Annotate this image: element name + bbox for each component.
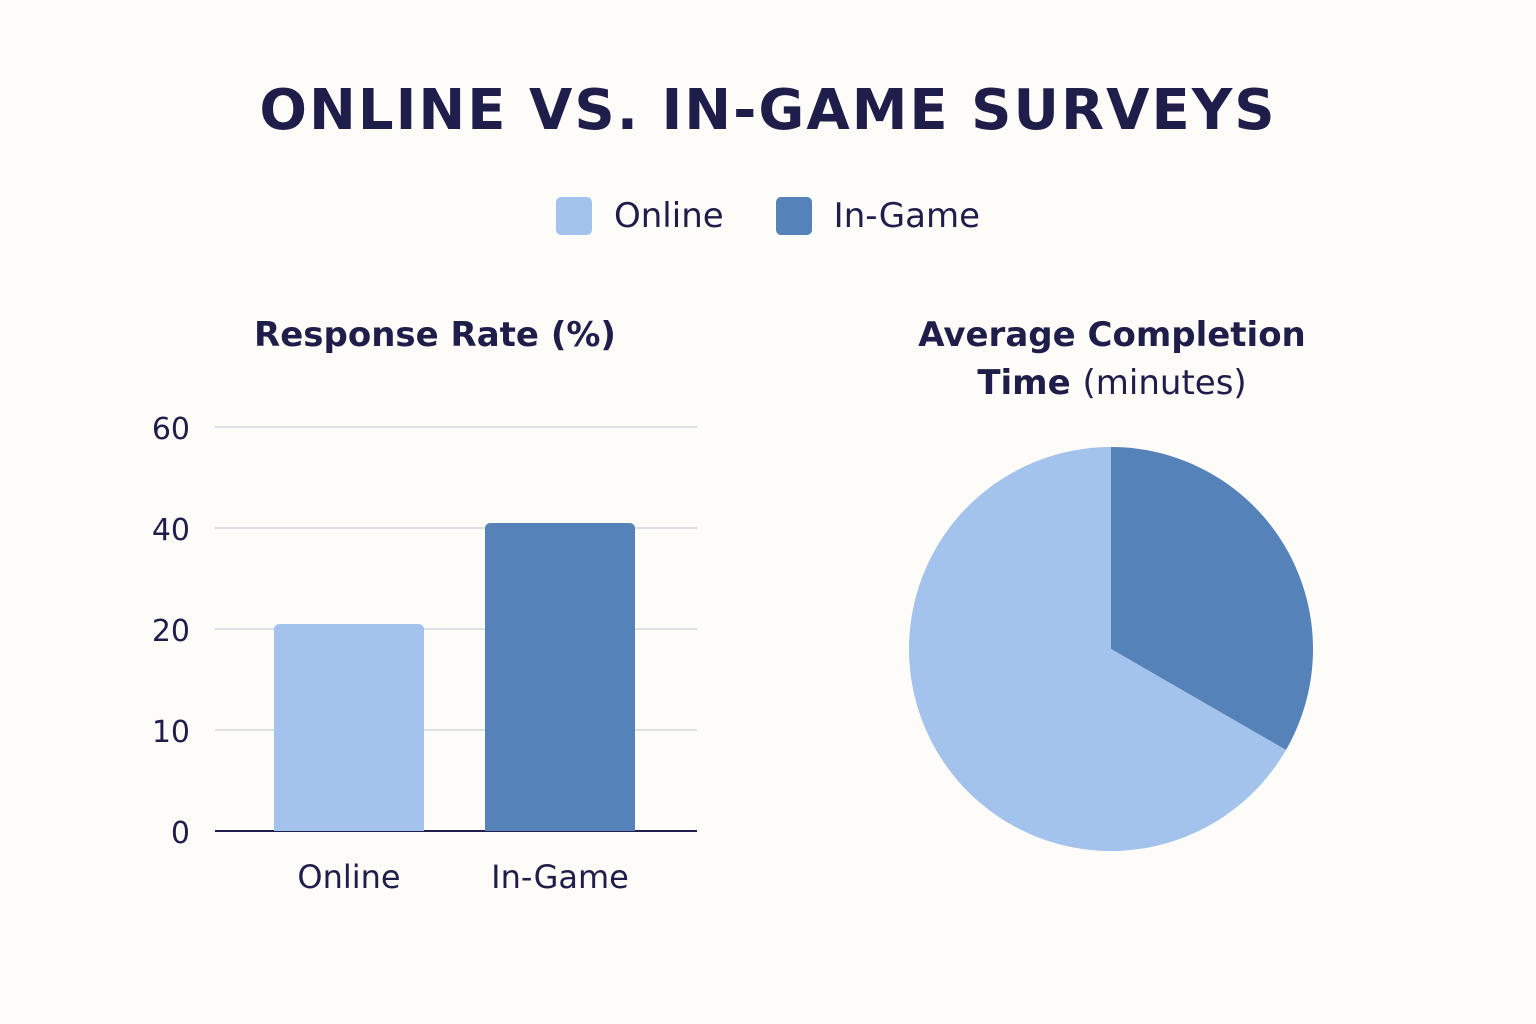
pie-chart [908,447,1314,851]
y-tick-label: 20 [152,614,190,649]
bar-online [274,623,424,831]
x-tick-label: Online [297,858,400,896]
legend-item-in-game: In-Game [775,196,980,236]
bar-chart-bars [274,522,635,831]
pie-chart-title-unit: (minutes) [1082,363,1247,403]
legend-swatch-in-game [775,197,812,235]
y-tick-label: 10 [152,715,190,750]
bar-chart-title: Response Rate (%) [254,315,616,355]
pie-chart-title: Average Completion Time (minutes) [862,311,1362,407]
y-tick-label: 0 [171,816,190,851]
legend: Online In-Game [0,196,1536,236]
y-tick-label: 40 [152,513,190,548]
legend-label-online: Online [614,196,724,236]
x-tick-label: In-Game [491,858,629,896]
pie-chart-title-time: Time [977,363,1071,403]
pie-chart-title-line1: Average Completion [918,315,1306,355]
legend-label-in-game: In-Game [833,196,980,236]
pie-slice-online [908,447,1286,851]
bar-in-game [485,522,635,831]
y-tick-label: 60 [152,412,190,447]
pie-slice-in-game [1111,447,1314,750]
bar-chart-category-labels: Online In-Game [297,858,628,896]
legend-swatch-online [556,197,592,235]
pie-chart-title-line2: Time (minutes) [862,359,1362,407]
legend-item-online: Online [556,196,724,236]
main-title: ONLINE VS. IN-GAME SURVEYS [259,78,1277,143]
